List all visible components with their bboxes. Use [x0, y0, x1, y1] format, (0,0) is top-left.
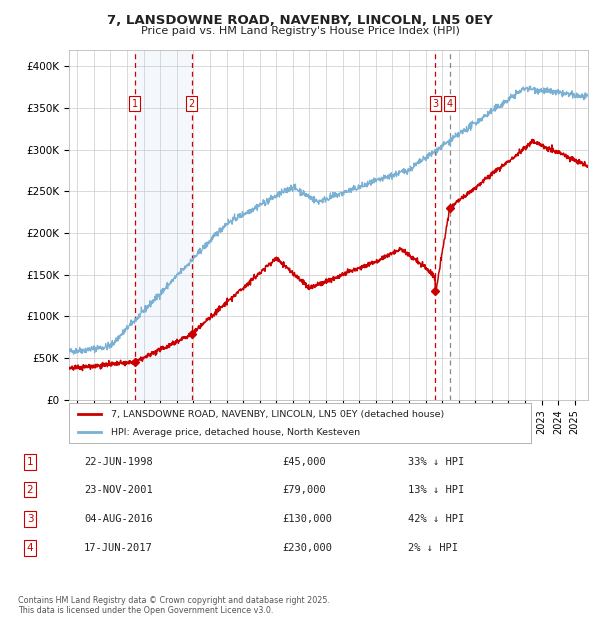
Text: 1: 1	[132, 99, 138, 109]
Text: 2: 2	[188, 99, 194, 109]
Text: 33% ↓ HPI: 33% ↓ HPI	[408, 457, 464, 467]
Text: 4: 4	[26, 543, 34, 553]
Text: Contains HM Land Registry data © Crown copyright and database right 2025.
This d: Contains HM Land Registry data © Crown c…	[18, 596, 330, 615]
Bar	[135, 50, 191, 400]
Text: 7, LANSDOWNE ROAD, NAVENBY, LINCOLN, LN5 0EY (detached house): 7, LANSDOWNE ROAD, NAVENBY, LINCOLN, LN5…	[110, 410, 444, 418]
Text: 42% ↓ HPI: 42% ↓ HPI	[408, 514, 464, 524]
Text: Price paid vs. HM Land Registry's House Price Index (HPI): Price paid vs. HM Land Registry's House …	[140, 26, 460, 36]
Text: 7, LANSDOWNE ROAD, NAVENBY, LINCOLN, LN5 0EY: 7, LANSDOWNE ROAD, NAVENBY, LINCOLN, LN5…	[107, 14, 493, 27]
Text: 3: 3	[26, 514, 34, 524]
Text: 23-NOV-2001: 23-NOV-2001	[84, 485, 153, 495]
Text: 04-AUG-2016: 04-AUG-2016	[84, 514, 153, 524]
Text: 4: 4	[446, 99, 453, 109]
Text: 13% ↓ HPI: 13% ↓ HPI	[408, 485, 464, 495]
Text: 2% ↓ HPI: 2% ↓ HPI	[408, 543, 458, 553]
Text: 22-JUN-1998: 22-JUN-1998	[84, 457, 153, 467]
Text: 3: 3	[432, 99, 439, 109]
Text: 17-JUN-2017: 17-JUN-2017	[84, 543, 153, 553]
Text: £230,000: £230,000	[282, 543, 332, 553]
Text: HPI: Average price, detached house, North Kesteven: HPI: Average price, detached house, Nort…	[110, 428, 360, 436]
Text: 2: 2	[26, 485, 34, 495]
Text: £130,000: £130,000	[282, 514, 332, 524]
Text: £79,000: £79,000	[282, 485, 326, 495]
Text: £45,000: £45,000	[282, 457, 326, 467]
Text: 1: 1	[26, 457, 34, 467]
